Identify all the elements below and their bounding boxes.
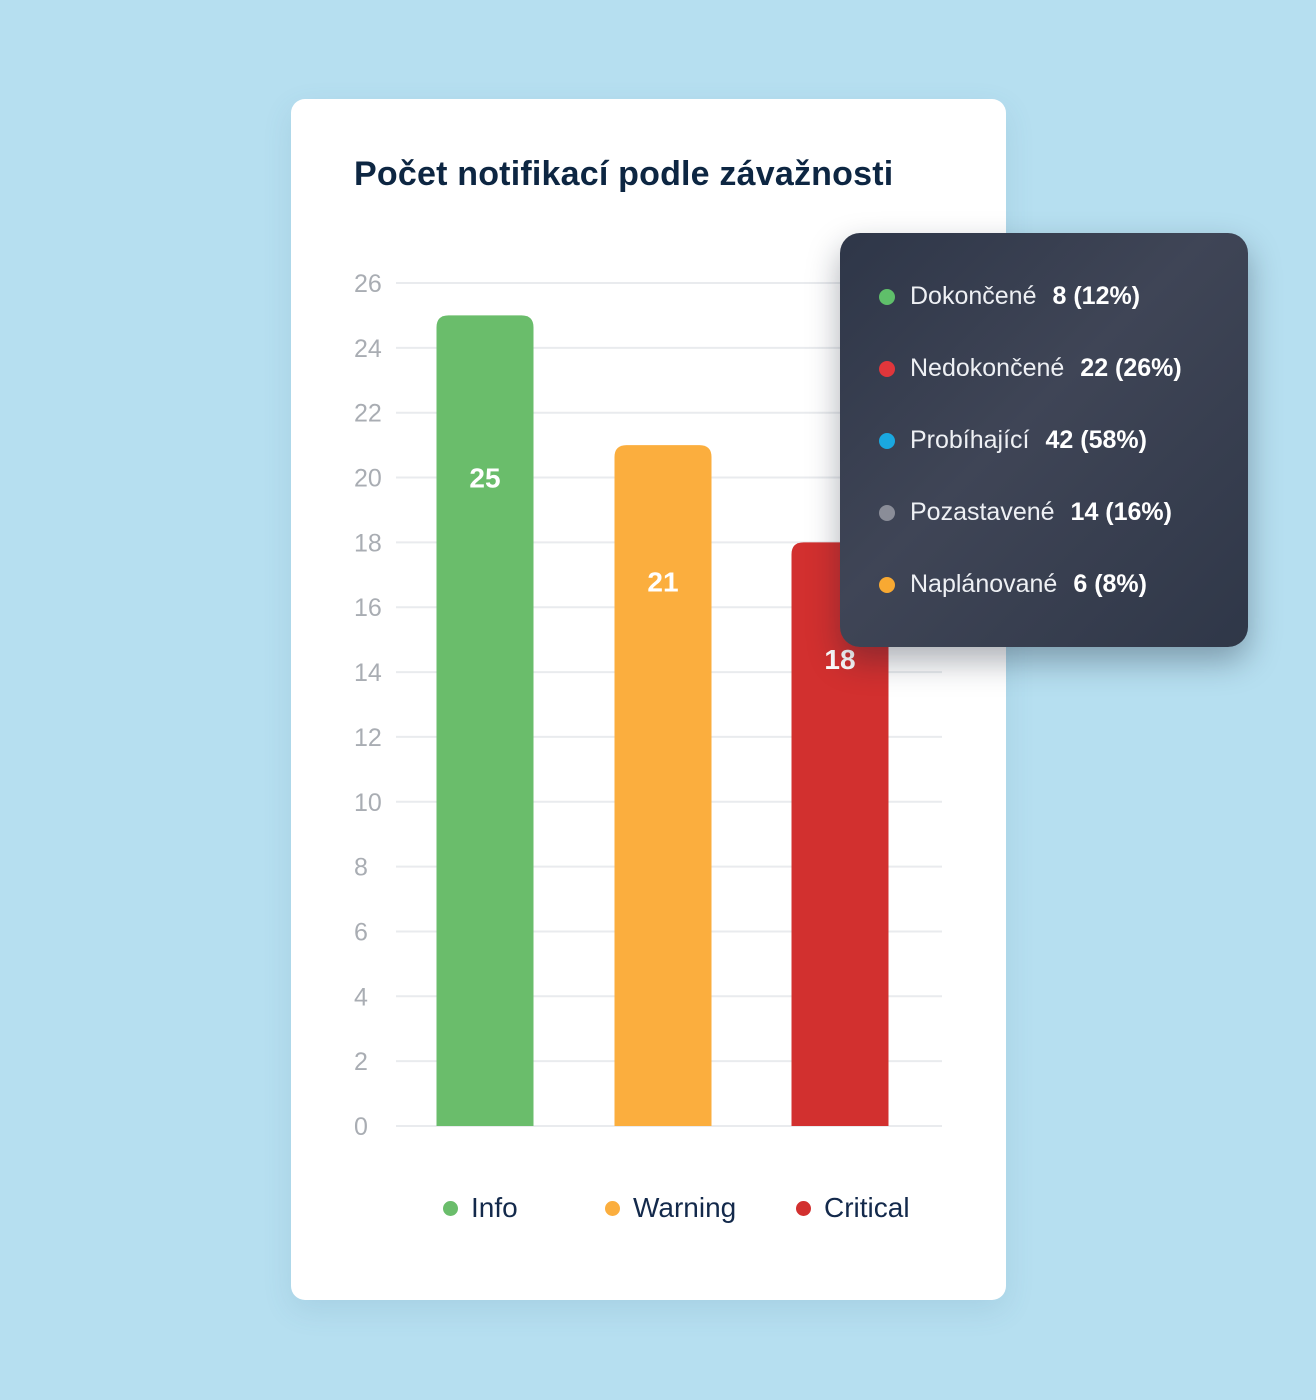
- tooltip-dot-pozastavene: [879, 504, 895, 521]
- y-tick-label: 16: [354, 594, 382, 622]
- tooltip-dot-nedokoncene: [879, 360, 895, 377]
- bar-info: [436, 315, 534, 1126]
- bar-value-label-critical: 18: [824, 644, 855, 675]
- legend-label-warning: Warning: [633, 1192, 737, 1223]
- y-tick-label: 6: [354, 918, 368, 946]
- y-tick-label: 26: [354, 270, 382, 298]
- y-tick-label: 22: [354, 400, 382, 428]
- y-tick-label: 2: [354, 1048, 368, 1076]
- legend-item-info[interactable]: Info: [443, 1192, 518, 1224]
- bar-value-label-info: 25: [469, 463, 500, 494]
- y-tick-label: 4: [354, 983, 368, 1011]
- y-tick-label: 14: [354, 659, 382, 687]
- tooltip-value-probihajici: 42 (58%): [1045, 426, 1147, 454]
- tooltip-row-naplanovane: Naplánované 6 (8%): [879, 570, 1147, 599]
- bar-critical: [791, 542, 889, 1126]
- tooltip-value-pozastavene: 14 (16%): [1070, 498, 1172, 526]
- y-tick-label: 24: [354, 335, 382, 363]
- legend-item-critical[interactable]: Critical: [796, 1192, 910, 1224]
- status-tooltip: Dokončené 8 (12%) Nedokončené 22 (26%) P…: [840, 233, 1248, 647]
- legend-dot-warning: [605, 1200, 620, 1216]
- chart-title: Počet notifikací podle závažnosti: [354, 155, 894, 193]
- y-tick-label: 0: [354, 1113, 368, 1141]
- legend-dot-info: [443, 1200, 458, 1216]
- tooltip-value-dokoncene: 8 (12%): [1052, 282, 1141, 310]
- y-tick-label: 8: [354, 854, 368, 882]
- tooltip-label-naplanovane: Naplánované: [910, 570, 1058, 598]
- tooltip-dot-naplanovane: [879, 576, 895, 593]
- y-tick-label: 10: [354, 789, 382, 817]
- legend-item-warning[interactable]: Warning: [605, 1192, 736, 1224]
- tooltip-row-dokoncene: Dokončené 8 (12%): [879, 282, 1140, 311]
- tooltip-dot-probihajici: [879, 432, 895, 449]
- tooltip-dot-dokoncene: [879, 288, 895, 305]
- tooltip-value-nedokoncene: 22 (26%): [1080, 354, 1182, 382]
- y-tick-label: 20: [354, 465, 382, 493]
- y-tick-label: 18: [354, 529, 382, 557]
- tooltip-label-nedokoncene: Nedokončené: [910, 354, 1065, 382]
- tooltip-row-probihajici: Probíhající 42 (58%): [879, 426, 1147, 455]
- tooltip-label-probihajici: Probíhající: [910, 426, 1030, 454]
- tooltip-label-pozastavene: Pozastavené: [910, 498, 1055, 526]
- legend-dot-critical: [796, 1200, 811, 1216]
- tooltip-row-pozastavene: Pozastavené 14 (16%): [879, 498, 1172, 527]
- legend-label-info: Info: [471, 1192, 518, 1223]
- legend-label-critical: Critical: [824, 1192, 910, 1223]
- tooltip-label-dokoncene: Dokončené: [910, 282, 1037, 310]
- chart-legend: Info Warning Critical: [291, 1192, 1006, 1232]
- y-tick-label: 12: [354, 724, 382, 752]
- bar-value-label-warning: 21: [647, 566, 678, 597]
- tooltip-value-naplanovane: 6 (8%): [1073, 570, 1147, 598]
- bar-warning: [614, 445, 712, 1127]
- tooltip-row-nedokoncene: Nedokončené 22 (26%): [879, 354, 1182, 383]
